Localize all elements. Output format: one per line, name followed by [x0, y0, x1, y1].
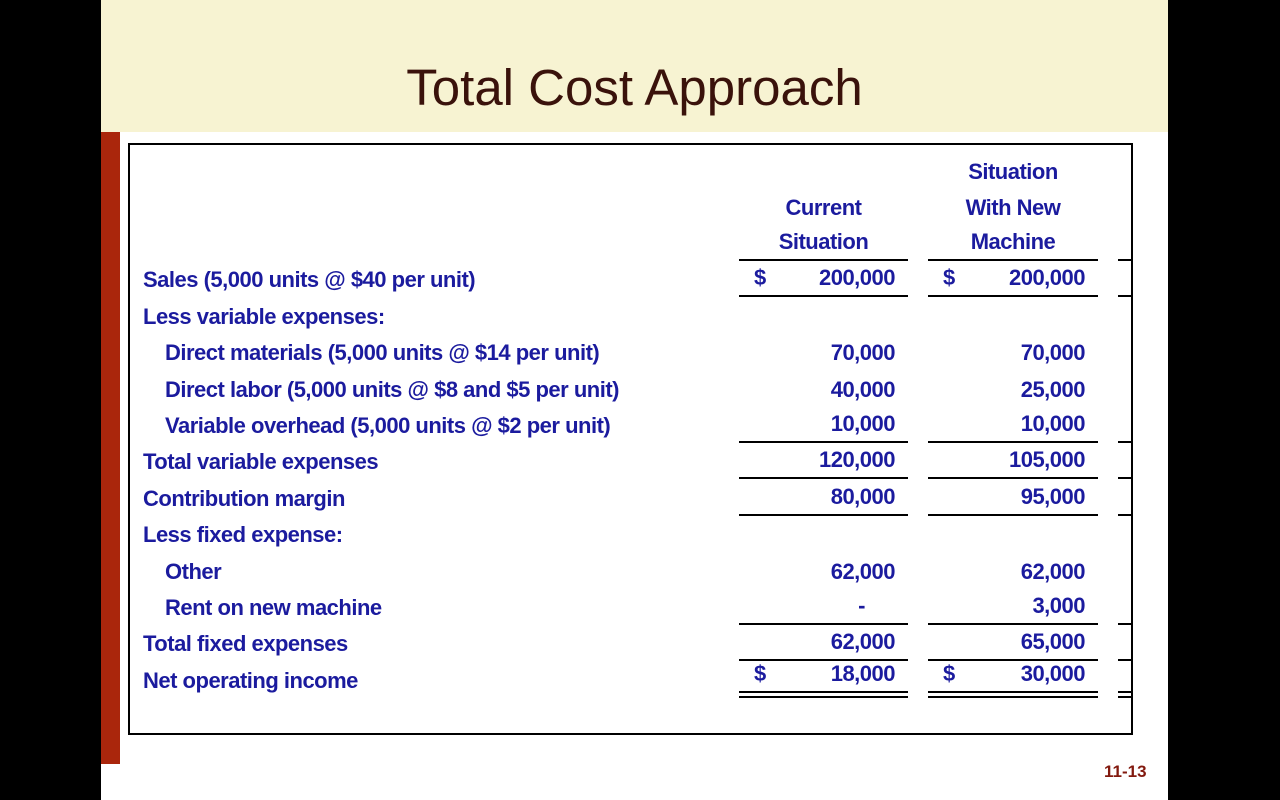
currency-symbol: $ [754, 265, 766, 291]
row-label: Less fixed expense: [143, 522, 343, 548]
value-cell: 62,000 [830, 558, 896, 584]
value-cell: 40,000 [830, 376, 896, 402]
header-col2-line3: Machine [928, 229, 1098, 261]
table-header-row: Situation [130, 153, 1131, 189]
row-label: Direct labor (5,000 units @ $8 and $5 pe… [165, 376, 619, 402]
accent-bar [101, 132, 120, 764]
table-row: Less variable expenses: [130, 297, 1131, 333]
financial-table: Situation Current With New Situation Mac… [128, 143, 1133, 735]
row-label: Direct materials (5,000 units @ $14 per … [165, 340, 600, 366]
title-banner: Total Cost Approach [101, 0, 1168, 132]
table-row: Other 62,000 62,000 [130, 552, 1131, 588]
table-row: Less fixed expense: [130, 516, 1131, 552]
row-label: Sales (5,000 units @ $40 per unit) [143, 267, 476, 293]
header-col2-line2: With New [965, 195, 1061, 220]
value-cell: 10,000 [928, 411, 1098, 443]
row-label: Total fixed expenses [143, 631, 348, 657]
table-row: Rent on new machine - 3,000 [130, 589, 1131, 625]
value-cell [928, 548, 1098, 552]
value-cell [739, 330, 908, 334]
row-label: Net operating income [143, 667, 358, 693]
value-cell: $ 200,000 [928, 265, 1098, 298]
value-cell: 62,000 [1020, 558, 1086, 584]
value-cell: 120,000 [739, 447, 908, 480]
value-cell: - [739, 593, 908, 625]
value-cell: 10,000 [739, 411, 908, 443]
value-cell: 65,000 [928, 629, 1098, 662]
value-cell [739, 548, 908, 552]
table-row: Variable overhead (5,000 units @ $2 per … [130, 407, 1131, 443]
value-cell: 80,000 [739, 484, 908, 516]
table-row: Total variable expenses 120,000 105,000 [130, 443, 1131, 480]
slide-title: Total Cost Approach [406, 59, 863, 116]
value-cell: $ 200,000 [739, 265, 908, 298]
table-row: Direct materials (5,000 units @ $14 per … [130, 334, 1131, 370]
currency-symbol: $ [754, 660, 766, 686]
table-row: Contribution margin 80,000 95,000 [130, 479, 1131, 516]
table-header-row: Situation Machine [130, 225, 1131, 261]
value-cell: 95,000 [928, 484, 1098, 516]
table-row: Total fixed expenses 62,000 65,000 [130, 625, 1131, 662]
row-label: Total variable expenses [143, 449, 379, 475]
header-col2-line1: Situation [968, 159, 1058, 184]
value-cell: 62,000 [739, 629, 908, 662]
row-label: Other [165, 558, 222, 584]
value-cell: $ 30,000 [928, 661, 1098, 698]
value-cell: 3,000 [928, 593, 1098, 625]
table-header-row: Current With New [130, 189, 1131, 225]
header-col1-line3: Situation [739, 229, 908, 261]
row-label: Variable overhead (5,000 units @ $2 per … [165, 412, 611, 438]
table-row: Sales (5,000 units @ $40 per unit) $ 200… [130, 261, 1131, 298]
table-row: Direct labor (5,000 units @ $8 and $5 pe… [130, 370, 1131, 406]
row-label: Contribution margin [143, 485, 345, 511]
row-label: Rent on new machine [165, 594, 382, 620]
value-cell: 25,000 [1020, 376, 1086, 402]
page-number: 11-13 [1104, 762, 1147, 781]
left-frame-bar [0, 0, 101, 800]
header-col1-line1 [739, 185, 908, 189]
value-cell: 105,000 [928, 447, 1098, 480]
value-cell: 70,000 [830, 340, 896, 366]
header-col1-line2: Current [785, 195, 862, 220]
row-label: Less variable expenses: [143, 303, 385, 329]
value-cell: 70,000 [1020, 340, 1086, 366]
value-cell [928, 330, 1098, 334]
value-cell: $ 18,000 [739, 661, 908, 698]
currency-symbol: $ [943, 660, 955, 686]
right-frame-bar [1168, 0, 1280, 800]
table-row: Net operating income $ 18,000 $ 30,000 [130, 661, 1131, 698]
currency-symbol: $ [943, 265, 955, 291]
